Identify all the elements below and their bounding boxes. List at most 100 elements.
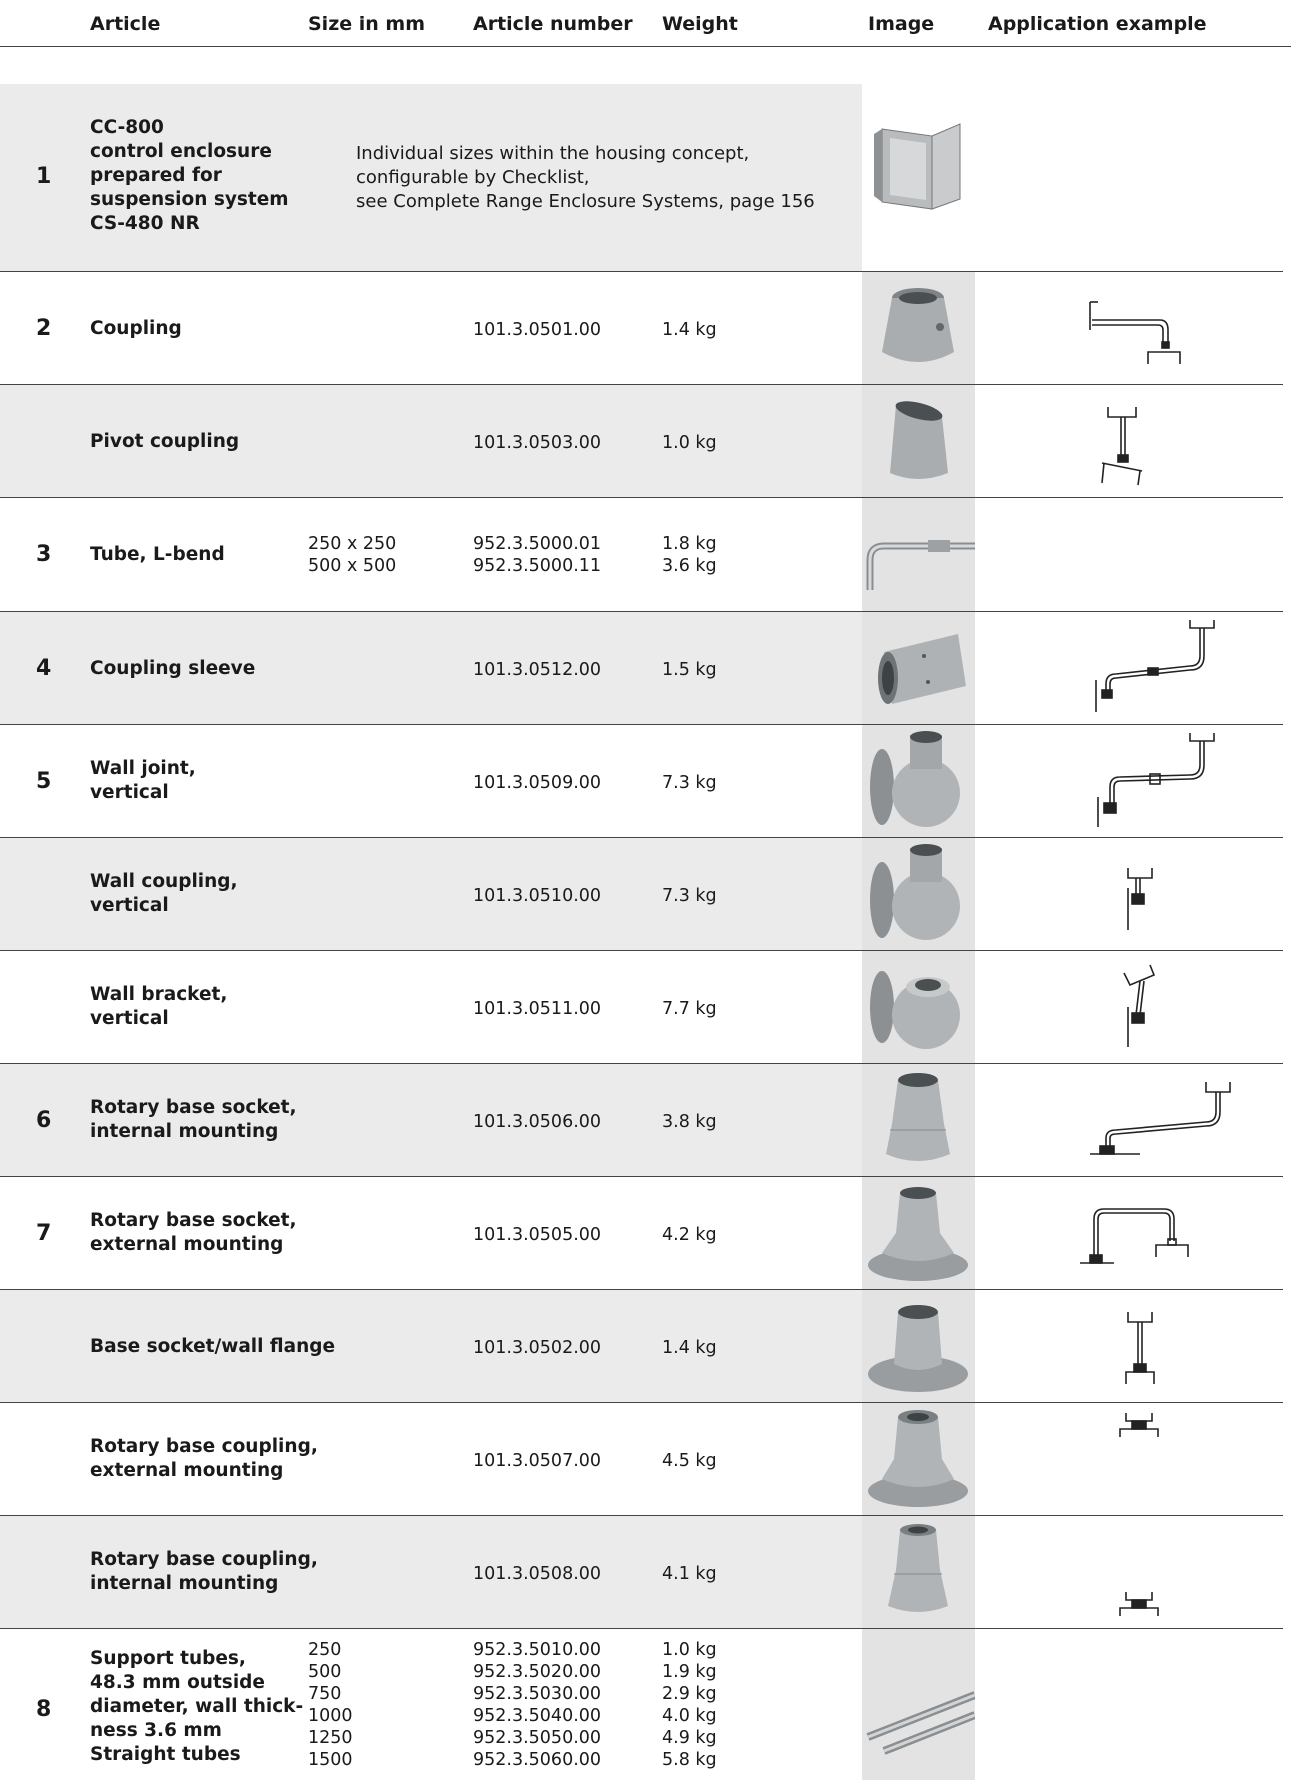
row-divider — [0, 1402, 1283, 1403]
wall-bracket-photo — [862, 951, 975, 1064]
row-divider — [0, 724, 1283, 725]
table-row: 5 Wall joint, vertical 101.3.0509.00 7.3 … — [0, 725, 1283, 838]
article-weight: 1.5 kg — [662, 660, 717, 680]
rotary-base-socket-internal-diagram — [1020, 1064, 1260, 1177]
rotary-base-socket-external-photo — [862, 1177, 975, 1290]
article-sizes: 250 x 250 500 x 500 — [308, 534, 397, 576]
article-number: 101.3.0510.00 — [473, 886, 602, 906]
table-row: Wall bracket, vertical 101.3.0511.00 7.7 … — [0, 951, 1283, 1064]
coupling-sleeve-diagram — [1020, 612, 1260, 725]
article-weight: 1.4 kg — [662, 320, 717, 340]
article-name: Rotary base socket, external mounting — [90, 1210, 297, 1255]
control-enclosure-photo — [862, 114, 975, 227]
article-name: Wall coupling, vertical — [90, 871, 238, 916]
article-number: 101.3.0507.00 — [473, 1451, 602, 1471]
article-name: Rotary base coupling, external mounting — [90, 1436, 318, 1481]
article-weight: 1.8 kg 3.6 kg — [662, 534, 717, 576]
article-weight: 4.2 kg — [662, 1225, 717, 1245]
article-name: Coupling — [90, 318, 182, 339]
col-article: Article — [90, 13, 161, 35]
table-row: Rotary base coupling, external mounting 1… — [0, 1403, 1283, 1516]
article-name: Coupling sleeve — [90, 658, 256, 679]
table-row: 7 Rotary base socket, external mounting 1… — [0, 1177, 1283, 1290]
article-number: 101.3.0502.00 — [473, 1338, 602, 1358]
row-number: 6 — [36, 1108, 52, 1133]
table-row: Base socket/wall flange 101.3.0502.00 1.… — [0, 1290, 1283, 1403]
article-weight: 1.0 kg 1.9 kg 2.9 kg 4.0 kg 4.9 kg 5.8 kg — [662, 1640, 717, 1770]
article-number: 101.3.0506.00 — [473, 1112, 602, 1132]
row-number: 8 — [36, 1697, 52, 1722]
tube-l-bend-photo — [862, 498, 975, 611]
base-socket-wall-flange-photo — [862, 1290, 975, 1403]
col-image: Image — [868, 13, 935, 35]
article-number: 101.3.0511.00 — [473, 999, 602, 1019]
row-divider — [0, 497, 1283, 498]
wall-joint-diagram — [1020, 725, 1260, 838]
article-number: 101.3.0509.00 — [473, 773, 602, 793]
pivot-coupling-photo — [862, 385, 975, 498]
article-name: Base socket/wall flange — [90, 1336, 336, 1357]
article-weight: 4.5 kg — [662, 1451, 717, 1471]
article-name: Rotary base coupling, internal mounting — [90, 1549, 318, 1594]
row-divider — [0, 1063, 1283, 1064]
row-divider — [0, 611, 1283, 612]
row-divider — [0, 837, 1283, 838]
pivot-coupling-diagram — [1020, 385, 1260, 498]
article-weight: 3.8 kg — [662, 1112, 717, 1132]
row-divider — [0, 271, 1283, 272]
support-tubes-photo — [862, 1629, 975, 1780]
wall-bracket-diagram — [1020, 951, 1260, 1064]
col-weight: Weight — [662, 13, 738, 35]
rotary-base-socket-external-diagram — [1020, 1177, 1260, 1290]
article-number: 101.3.0508.00 — [473, 1564, 602, 1584]
row-number: 7 — [36, 1221, 52, 1246]
article-number: 101.3.0512.00 — [473, 660, 602, 680]
article-sizes: 250 500 750 1000 1250 1500 — [308, 1640, 353, 1770]
row-number: 2 — [36, 316, 52, 341]
wall-joint-photo — [862, 725, 975, 838]
base-socket-wall-flange-diagram — [1020, 1290, 1260, 1403]
article-weight: 4.1 kg — [662, 1564, 717, 1584]
table-row: 2 Coupling 101.3.0501.00 1.4 kg — [0, 272, 1283, 385]
row-number: 3 — [36, 542, 52, 567]
row-divider — [0, 1515, 1283, 1516]
article-name: Support tubes, 48.3 mm outside diameter,… — [90, 1648, 304, 1765]
coupling-diagram — [1020, 272, 1260, 385]
table-header: Article Size in mm Article number Weight… — [0, 0, 1291, 47]
row-divider — [0, 950, 1283, 951]
article-number: 101.3.0505.00 — [473, 1225, 602, 1245]
table-row: 1 CC-800 control enclosure prepared for … — [0, 84, 1283, 271]
article-name: Tube, L-bend — [90, 544, 225, 565]
row-divider — [0, 1628, 1283, 1629]
col-size: Size in mm — [308, 13, 426, 35]
row-number: 1 — [36, 164, 52, 189]
col-application: Application example — [988, 13, 1207, 35]
table-row: 8 Support tubes, 48.3 mm outside diamete… — [0, 1629, 1283, 1780]
article-number: 952.3.5010.00 952.3.5020.00 952.3.5030.00… — [473, 1640, 602, 1770]
article-name: Wall bracket, vertical — [90, 984, 228, 1029]
table-row: 3 Tube, L-bend 250 x 250 500 x 500 952.3.… — [0, 498, 1283, 611]
rotary-base-coupling-external-diagram — [1020, 1403, 1260, 1516]
table-row: Pivot coupling 101.3.0503.00 1.0 kg — [0, 385, 1283, 498]
wall-coupling-diagram — [1020, 838, 1260, 951]
article-name: Pivot coupling — [90, 431, 240, 452]
article-weight: 1.0 kg — [662, 433, 717, 453]
row-divider — [0, 1176, 1283, 1177]
row-number: 4 — [36, 656, 52, 681]
table-row: 4 Coupling sleeve 101.3.0512.00 1.5 kg — [0, 612, 1283, 725]
coupling-sleeve-photo — [862, 612, 975, 725]
row-number: 5 — [36, 769, 52, 794]
article-description: Individual sizes within the housing conc… — [356, 143, 815, 212]
article-number: 101.3.0501.00 — [473, 320, 602, 340]
article-weight: 1.4 kg — [662, 1338, 717, 1358]
article-number: 952.3.5000.01 952.3.5000.11 — [473, 534, 602, 576]
rotary-base-coupling-internal-diagram — [1020, 1516, 1260, 1629]
row-divider — [0, 384, 1283, 385]
article-weight: 7.3 kg — [662, 773, 717, 793]
table-row: Rotary base coupling, internal mounting 1… — [0, 1516, 1283, 1629]
wall-coupling-photo — [862, 838, 975, 951]
article-number: 101.3.0503.00 — [473, 433, 602, 453]
article-name: CC-800 control enclosure prepared for su… — [90, 117, 289, 234]
row-divider — [0, 1289, 1283, 1290]
coupling-photo — [862, 272, 975, 385]
